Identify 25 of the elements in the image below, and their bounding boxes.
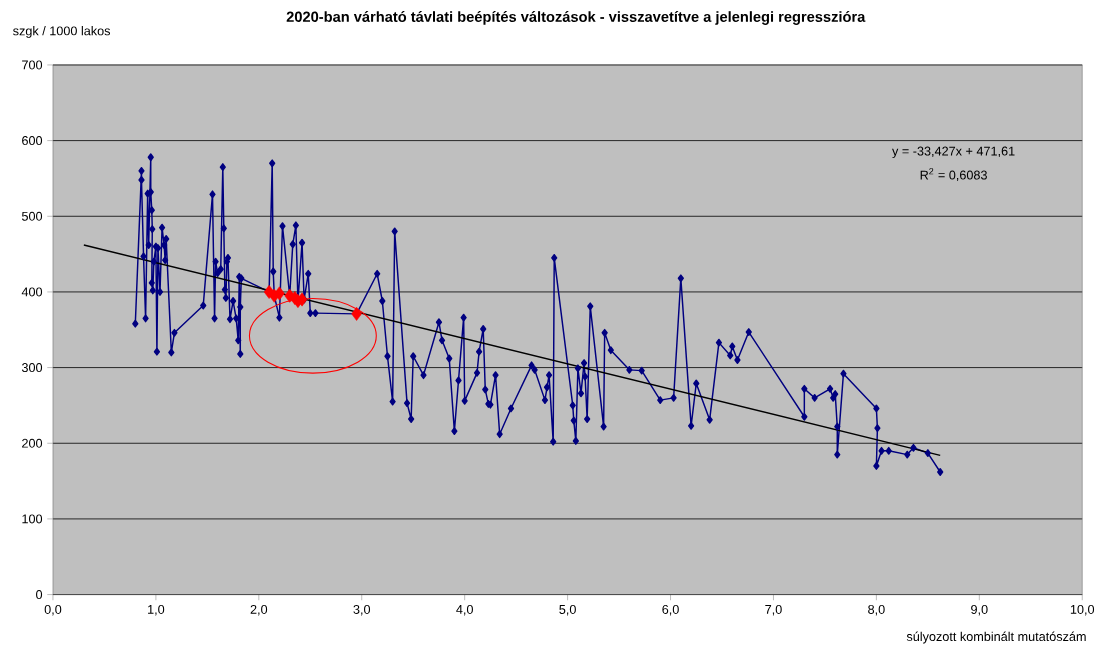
x-tick-label: 6,0 bbox=[662, 605, 679, 616]
y-tick-label: 300 bbox=[21, 363, 43, 373]
x-tick-label: 1,0 bbox=[148, 605, 165, 616]
x-tick-label: 5,0 bbox=[559, 605, 576, 616]
y-axis-title: szgk / 1000 lakos bbox=[13, 26, 111, 39]
x-tick-label: 10,0 bbox=[1070, 605, 1095, 616]
chart-title: 2020-ban várható távlati beépítés változások - visszavetítve a jelenlegi regresszióra bbox=[286, 11, 866, 26]
x-tick-label: 2,0 bbox=[250, 605, 268, 616]
y-tick-label: 700 bbox=[22, 60, 43, 70]
annotation: R$^{2}$ = 0,6083 bbox=[920, 168, 987, 182]
x-tick-label: 4,0 bbox=[456, 605, 473, 616]
x-tick-label: 8,0 bbox=[868, 605, 885, 616]
x-axis-title: súlyozott kombinált mutatószám bbox=[906, 631, 1086, 644]
y-tick-label: 100 bbox=[22, 514, 43, 524]
y-tick-label: 0 bbox=[36, 590, 43, 600]
annotation: y = -33,427x + 471,61 bbox=[892, 146, 1015, 159]
point bbox=[274, 286, 285, 301]
x-tick-label: 3,0 bbox=[353, 605, 371, 616]
y-tick-label: 500 bbox=[21, 212, 43, 221]
x-tick-label: 0,0 bbox=[44, 605, 62, 616]
y-tick-label: 200 bbox=[22, 439, 43, 448]
y-tick-label: 600 bbox=[22, 136, 43, 146]
x-tick-label: 9,0 bbox=[971, 605, 988, 616]
x-tick-label: 7,0 bbox=[765, 605, 782, 616]
y-tick-label: 400 bbox=[21, 287, 43, 297]
